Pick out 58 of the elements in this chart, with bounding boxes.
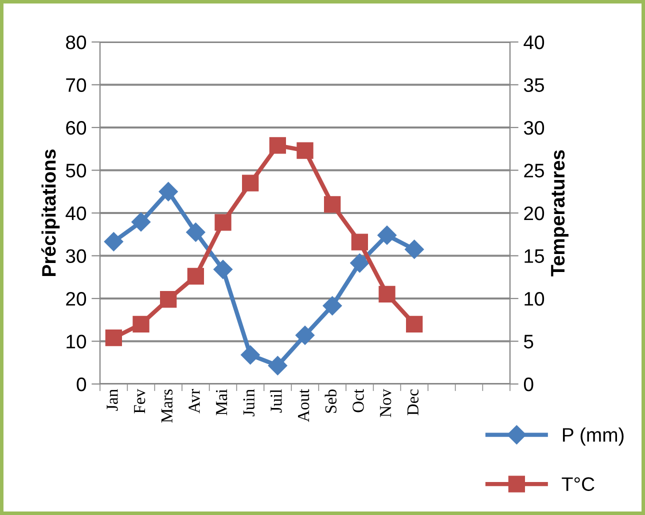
legend-label: T°C — [562, 477, 594, 492]
y2-tick-label: 15 — [524, 249, 544, 263]
y2-tick-label: 40 — [524, 35, 544, 50]
y2-tick-label: 10 — [524, 292, 544, 306]
x-tick-label: Dec — [407, 389, 419, 416]
y2-tick-label: 5 — [524, 334, 534, 348]
point — [404, 240, 424, 259]
y-tick-label: 10 — [66, 334, 86, 348]
y-tick-label: 70 — [66, 78, 86, 92]
x-tick-label: Oct — [352, 388, 364, 412]
point — [351, 234, 368, 250]
point — [377, 226, 397, 245]
y-axis-title: Précipitations — [41, 150, 60, 276]
y-tick-label: 0 — [76, 377, 86, 392]
point — [324, 196, 341, 213]
x-tick-label: Juil — [270, 389, 282, 413]
point — [295, 326, 315, 345]
x-tick-label: Aout — [298, 388, 310, 422]
legend-label: P (mm) — [562, 428, 624, 446]
y-tick-label: 30 — [66, 249, 86, 263]
y2-tick-label: 0 — [524, 377, 534, 392]
point — [322, 296, 342, 316]
point — [132, 316, 150, 332]
point — [378, 286, 396, 303]
point — [268, 356, 288, 376]
y2-tick-label: 35 — [524, 78, 544, 92]
point — [242, 174, 259, 192]
point — [160, 291, 177, 308]
x-tick-label: Mars — [161, 389, 173, 423]
y2-axis-title: Temperatures — [551, 150, 568, 276]
point — [350, 253, 370, 273]
y2-tick-label: 25 — [524, 164, 544, 178]
x-tick-label: Fev — [134, 388, 146, 414]
x-tick-label: Nov — [380, 388, 392, 418]
point — [214, 214, 232, 231]
x-tick-label: Juin — [243, 389, 255, 416]
y-tick-label: 40 — [66, 206, 86, 220]
x-tick-label: Seb — [324, 389, 337, 413]
point — [131, 212, 151, 232]
y-tick-label: 60 — [66, 120, 86, 135]
point — [187, 268, 204, 285]
point — [104, 232, 124, 252]
point — [105, 329, 122, 346]
point — [240, 345, 260, 364]
x-tick-label: Jan — [106, 389, 118, 411]
y-tick-label: 50 — [66, 164, 86, 178]
point — [186, 222, 206, 242]
y-tick-label: 20 — [66, 292, 86, 306]
point — [269, 137, 286, 154]
x-tick-label: Avr — [188, 389, 200, 414]
point — [406, 316, 423, 332]
y-tick-label: 80 — [66, 35, 86, 50]
point — [296, 142, 314, 159]
point — [213, 260, 233, 279]
x-tick-label: Mai — [216, 389, 228, 416]
point — [158, 182, 178, 202]
y2-tick-label: 20 — [524, 206, 544, 220]
y2-tick-label: 30 — [524, 120, 544, 135]
